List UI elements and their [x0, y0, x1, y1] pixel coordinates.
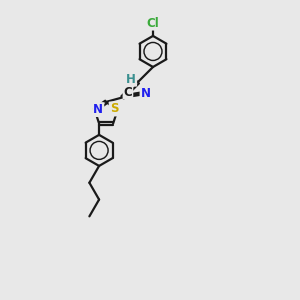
- Text: S: S: [110, 103, 118, 116]
- Text: Cl: Cl: [147, 16, 159, 30]
- Text: N: N: [93, 103, 103, 116]
- Text: H: H: [126, 73, 136, 86]
- Text: C: C: [124, 85, 132, 98]
- Text: N: N: [140, 87, 151, 100]
